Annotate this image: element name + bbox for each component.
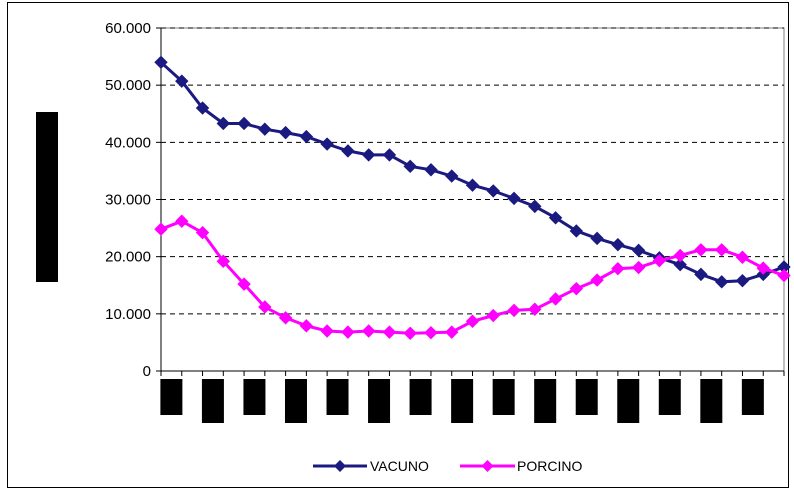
data-point-porcino [777, 268, 791, 283]
data-point-porcino [652, 253, 667, 268]
data-point-porcino [445, 325, 459, 339]
x-axis-labels-redacted [160, 379, 764, 423]
data-point-vacuno [424, 163, 438, 177]
data-point-porcino [195, 225, 210, 240]
data-point-porcino [361, 324, 376, 338]
data-point-vacuno [216, 116, 231, 131]
y-tick-label: 30.000 [105, 192, 151, 209]
y-tick-label: 0 [143, 363, 151, 380]
data-point-vacuno [694, 267, 708, 282]
y-axis-label-redacted [36, 112, 58, 282]
data-point-porcino [673, 248, 687, 263]
data-point-porcino [528, 302, 542, 316]
data-point-porcino [611, 261, 625, 276]
data-point-vacuno [486, 184, 500, 198]
data-point-vacuno [735, 273, 750, 288]
y-axis-ticks: 60.000 50.000 40.000 30.000 20.000 10.000 0 [105, 20, 785, 380]
data-point-vacuno [361, 148, 376, 162]
x-tick-label-redacted [368, 379, 391, 423]
data-point-vacuno [258, 122, 272, 136]
data-point-porcino [694, 243, 708, 257]
data-point-porcino [569, 281, 584, 296]
data-point-vacuno [195, 101, 210, 115]
x-tick-label-redacted [575, 379, 598, 415]
data-point-porcino [403, 326, 417, 340]
data-point-vacuno [154, 55, 168, 70]
data-point-vacuno [175, 74, 189, 88]
data-point-porcino [320, 324, 334, 338]
x-tick-label-redacted [326, 379, 349, 415]
data-point-vacuno [631, 243, 646, 258]
y-tick-label: 50.000 [105, 77, 151, 94]
data-point-porcino [507, 303, 521, 318]
data-point-vacuno [507, 191, 521, 206]
data-point-porcino [486, 308, 500, 323]
x-tick-label-redacted [284, 379, 307, 423]
data-point-porcino [258, 300, 272, 314]
x-tick-label-redacted [160, 379, 183, 415]
legend-swatch-marker-vacuno [334, 460, 346, 472]
data-point-vacuno [590, 231, 604, 246]
data-point-vacuno [611, 237, 625, 252]
data-point-porcino [424, 325, 438, 340]
data-point-porcino [299, 319, 314, 333]
series-lines [154, 55, 791, 340]
data-point-vacuno [278, 125, 293, 140]
data-point-vacuno [320, 137, 334, 151]
x-tick-label-redacted [243, 379, 266, 415]
data-point-porcino [714, 243, 729, 257]
data-point-vacuno [569, 224, 584, 238]
data-point-vacuno [714, 275, 729, 289]
y-tick-label: 40.000 [105, 134, 151, 151]
data-point-vacuno [445, 169, 459, 183]
data-point-porcino [756, 261, 770, 275]
data-point-porcino [631, 260, 646, 275]
data-point-vacuno [341, 144, 355, 158]
x-tick-label-redacted [617, 379, 640, 423]
data-point-vacuno [528, 199, 542, 214]
data-point-porcino [237, 277, 251, 291]
legend-label-porcino: PORCINO [517, 458, 582, 474]
data-point-vacuno [673, 257, 687, 272]
data-point-porcino [382, 325, 397, 339]
data-point-vacuno [465, 178, 480, 192]
data-point-porcino [175, 214, 189, 228]
data-point-porcino [548, 292, 563, 306]
x-tick-label-redacted [451, 379, 474, 423]
x-tick-label-redacted [409, 379, 432, 415]
data-point-vacuno [548, 211, 563, 225]
data-point-vacuno [237, 116, 251, 131]
data-point-porcino [735, 250, 750, 264]
data-point-porcino [154, 222, 168, 236]
x-tick-label-redacted [658, 379, 681, 415]
legend-label-vacuno: VACUNO [370, 458, 429, 474]
y-tick-label: 10.000 [105, 306, 151, 323]
data-point-vacuno [382, 148, 397, 162]
x-tick-label-redacted [201, 379, 224, 423]
plot-area [160, 27, 785, 372]
y-tick-label: 60.000 [105, 20, 151, 37]
x-tick-label-redacted [741, 379, 764, 415]
x-tick-label-redacted [492, 379, 515, 415]
data-point-porcino [590, 273, 604, 287]
chart-frame [7, 2, 789, 488]
x-tick-label-redacted [534, 379, 557, 423]
y-tick-label: 20.000 [105, 249, 151, 266]
legend: VACUNO PORCINO [313, 458, 582, 474]
data-point-porcino [278, 311, 293, 325]
data-point-vacuno [403, 159, 417, 174]
data-point-porcino [216, 254, 231, 268]
data-point-porcino [465, 314, 480, 328]
data-point-vacuno [299, 129, 314, 144]
x-tick-label-redacted [700, 379, 723, 423]
data-point-porcino [341, 325, 355, 339]
legend-swatch-marker-porcino [481, 460, 494, 472]
